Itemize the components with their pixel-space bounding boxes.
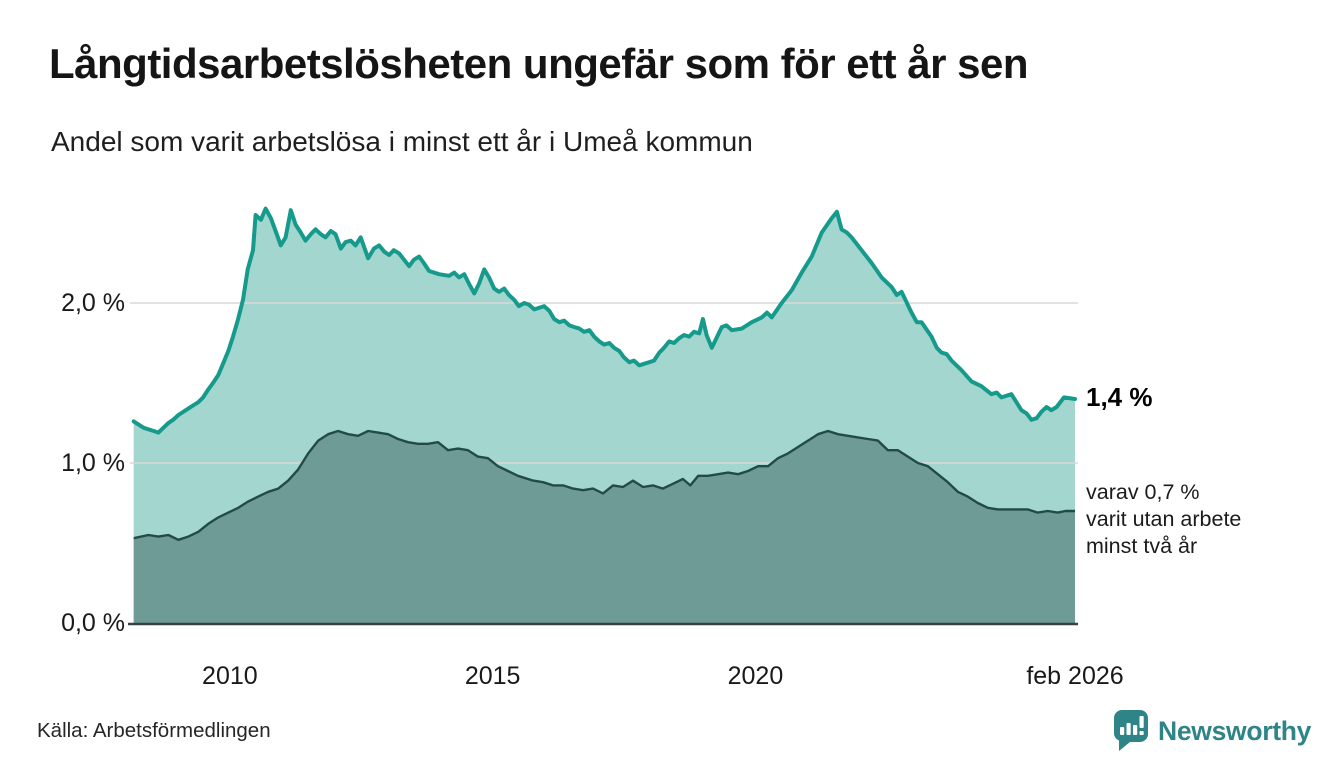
line-total [131, 206, 1077, 435]
y-tick-label: 1,0 % [61, 449, 125, 477]
latest-total-annotation: 1,4 % [1086, 382, 1153, 412]
x-tick-label: 2015 [464, 662, 521, 690]
source-caption: Källa: Arbetsförmedlingen [37, 719, 271, 742]
x-tick-label: 2020 [727, 662, 784, 690]
page-title: Långtidsarbetslösheten ungefär som för e… [49, 40, 1029, 87]
two-year-annotation: varav 0,7 % varit utan arbete minst två … [1086, 479, 1241, 560]
page-subtitle: Andel som varit arbetslösa i minst ett å… [51, 126, 753, 157]
x-tick-label: 2010 [202, 662, 258, 690]
line-two-year [133, 429, 1075, 541]
two-year-annotation-line: minst två år [1086, 534, 1198, 558]
newsworthy-branding: Newsworthy [1113, 707, 1311, 755]
x-tick-label: feb 2026 [1026, 662, 1124, 690]
newsworthy-logo-text: Newsworthy [1158, 715, 1312, 746]
two-year-annotation-line: varav 0,7 % [1086, 480, 1200, 504]
y-tick-label: 0,0 % [61, 609, 125, 637]
area-two-year-fill [133, 431, 1075, 623]
two-year-annotation-line: varit utan arbete [1086, 507, 1242, 531]
newsworthy-logo-icon [1114, 710, 1148, 751]
y-tick-label: 2,0 % [61, 289, 125, 317]
